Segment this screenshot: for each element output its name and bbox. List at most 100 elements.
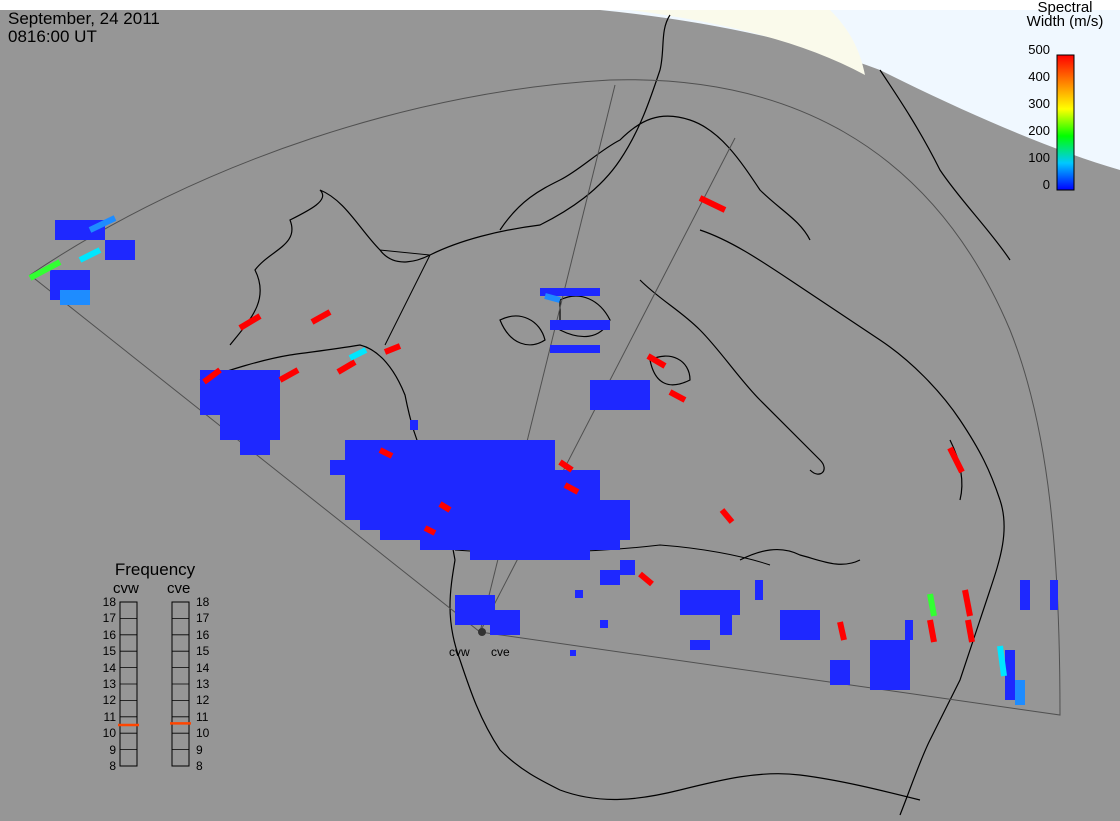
scatter-segment	[348, 347, 368, 361]
time-label: 0816:00 UT	[8, 27, 97, 46]
site-label-east: cve	[491, 645, 510, 659]
scatter-patch	[550, 345, 600, 353]
scatter-patch	[870, 640, 910, 690]
scatter-segment	[698, 195, 727, 213]
site-label-west: cvw	[449, 645, 470, 659]
frequency-tick-left: 10	[102, 726, 116, 741]
scatter-patch	[1015, 680, 1025, 705]
frequency-tick-right: 13	[196, 677, 210, 691]
scatter-segment	[646, 353, 667, 369]
scatter-segment	[310, 309, 332, 325]
frequency-tick-left: 17	[102, 611, 116, 626]
scatter-patch	[1005, 650, 1015, 700]
colorbar-tick: 200	[1028, 123, 1050, 138]
cvw-column-label: cvw	[113, 580, 139, 597]
arctic-islands-1	[499, 115, 811, 241]
scatter-segment	[947, 446, 965, 474]
scatter-patch	[370, 520, 400, 530]
scatter-segment	[238, 313, 262, 331]
frequency-tick-left: 13	[102, 677, 116, 691]
arctic-island-4	[649, 355, 691, 386]
colorbar-title-1: Spectral	[1037, 0, 1093, 16]
scatter-segment	[423, 525, 437, 536]
greenland-coast	[879, 69, 1011, 261]
scatter-patch	[600, 620, 608, 628]
frequency-tick-left: 8	[109, 759, 116, 773]
cve-column-label: cve	[167, 580, 191, 597]
scatter-patch	[450, 440, 530, 460]
scatter-segment	[965, 619, 975, 643]
scatter-patch	[550, 320, 610, 330]
scatter-patch	[350, 500, 390, 515]
scatter-patch	[570, 650, 576, 656]
colorbar-tick: 300	[1028, 96, 1050, 111]
scatter-segment	[383, 343, 402, 355]
scatter-patch	[830, 660, 850, 685]
scatter-patch	[1020, 580, 1030, 610]
frequency-tick-right: 10	[196, 726, 210, 741]
scatter-patch	[455, 595, 495, 625]
frequency-tick-left: 18	[102, 595, 116, 609]
scatter-segment	[563, 482, 580, 495]
scatter-segment	[927, 593, 937, 617]
colorbar-tick: 400	[1028, 69, 1050, 84]
daylight-region	[600, 10, 1120, 170]
scatter-segment	[719, 508, 735, 524]
scatter-segment	[927, 619, 937, 643]
east-coast	[899, 499, 1005, 816]
arctic-island-3	[499, 315, 546, 346]
scatter-segment	[336, 359, 357, 375]
scatter-patch	[240, 440, 270, 455]
scatter-segment	[544, 293, 561, 303]
scatter-segment	[997, 645, 1007, 677]
frequency-tick-left: 14	[102, 660, 116, 675]
frequency-tick-right: 18	[196, 595, 210, 609]
scatter-segment	[28, 259, 62, 281]
scatter-patch	[1050, 580, 1058, 610]
frequency-tick-right: 9	[196, 742, 203, 757]
date-label: September, 24 2011	[8, 9, 160, 28]
scatter-patch	[55, 220, 105, 240]
frequency-tick-left: 15	[102, 644, 116, 659]
frequency-tick-left: 11	[103, 709, 116, 724]
frequency-tick-left: 9	[109, 742, 116, 757]
colorbar-tick: 0	[1042, 177, 1050, 192]
colorbar-tick: 100	[1028, 150, 1050, 165]
coastlines	[199, 14, 1011, 816]
scatter-patch	[600, 510, 630, 540]
scatter-patch	[220, 410, 280, 440]
scatter-segment	[638, 571, 654, 587]
radar-site-marker	[478, 628, 486, 636]
colorbar-ramp	[1056, 54, 1075, 191]
scatter-patch	[620, 560, 635, 575]
scatter-data	[28, 195, 1058, 705]
scatter-patch	[600, 570, 620, 585]
frequency-tick-right: 11	[196, 709, 209, 724]
frequency-tick-right: 17	[196, 611, 210, 626]
great-lakes	[739, 549, 861, 565]
frequency-tick-right: 14	[196, 660, 210, 675]
scatter-patch	[905, 620, 913, 640]
scatter-segment	[78, 247, 102, 263]
scatter-segment	[202, 367, 222, 385]
scatter-patch	[780, 610, 820, 640]
scatter-patch	[590, 380, 650, 410]
hudson-bay	[639, 279, 825, 475]
colorbar-tick: 500	[1028, 42, 1050, 57]
scatter-patch	[410, 420, 418, 430]
frequency-tick-right: 15	[196, 644, 210, 659]
frequency-tick-right: 16	[196, 627, 210, 642]
alaska-canada-border	[379, 249, 431, 346]
scatter-patch	[470, 540, 590, 560]
frequency-tick-left: 12	[102, 693, 116, 708]
frequency-title: Frequency	[114, 560, 196, 579]
labrador-coast	[699, 229, 1001, 501]
scatter-segment	[837, 621, 847, 641]
frequency-bars	[118, 601, 191, 767]
scatter-segment	[962, 589, 973, 617]
scatter-patch	[690, 640, 710, 650]
scatter-patch	[575, 590, 583, 598]
